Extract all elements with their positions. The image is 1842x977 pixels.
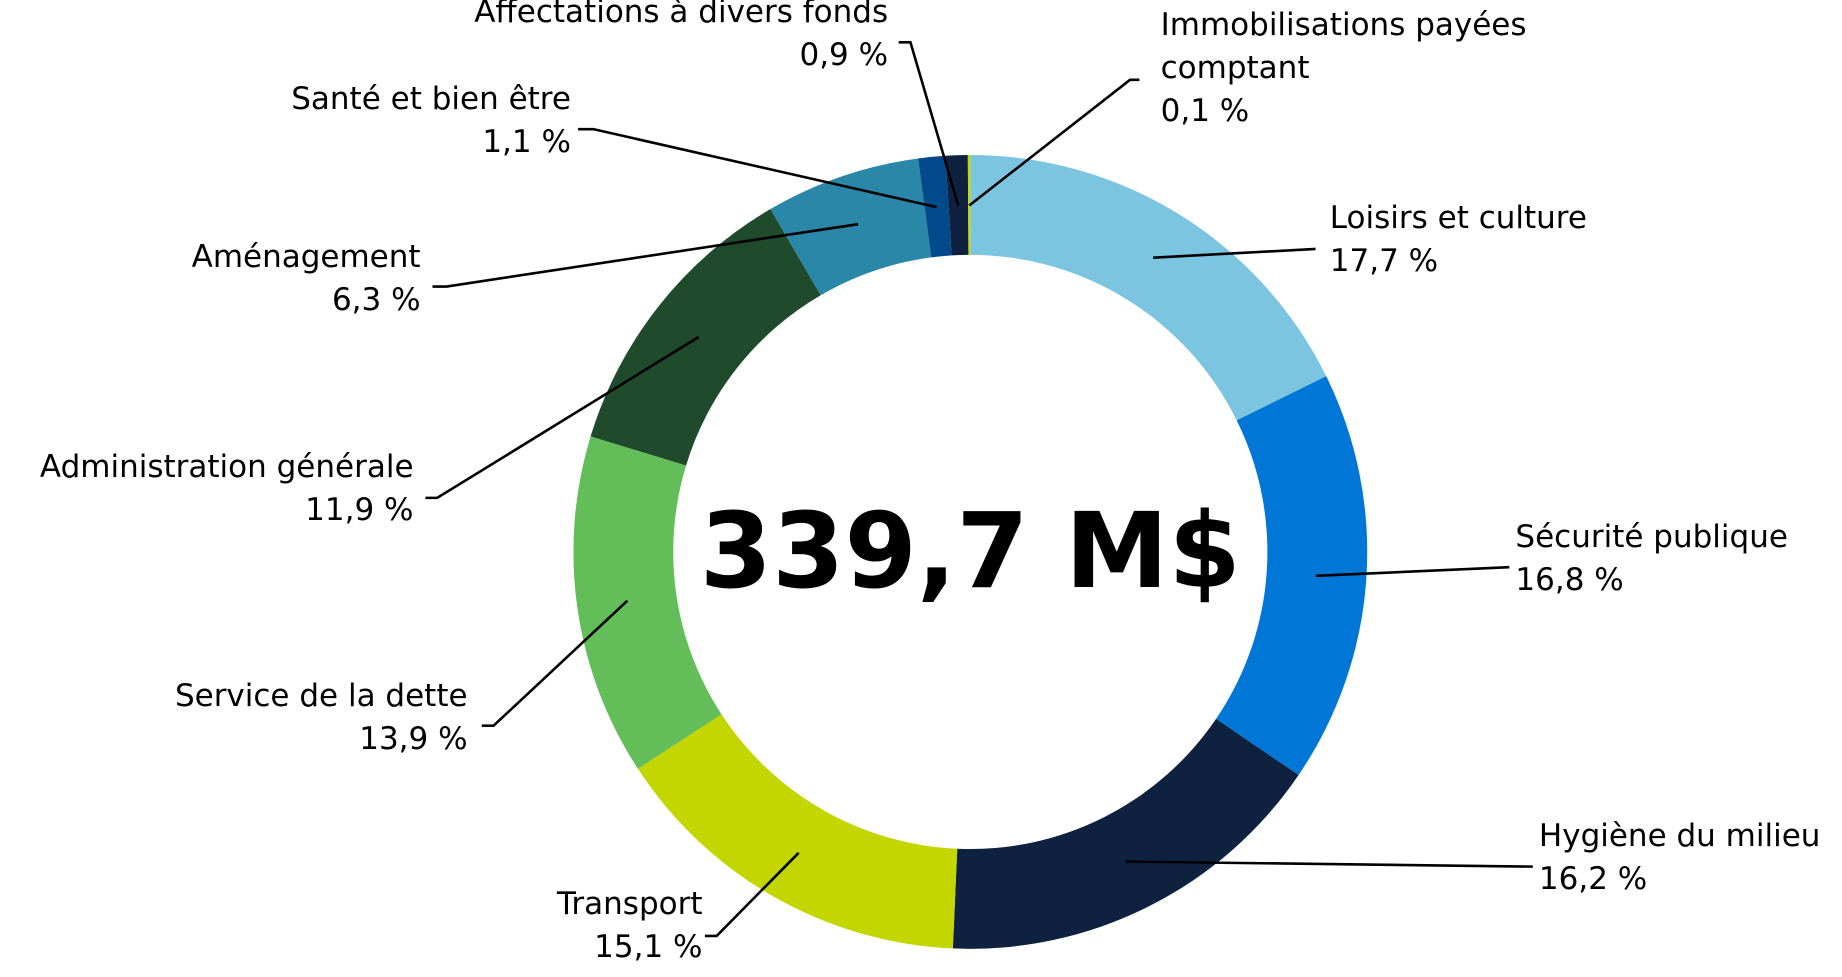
data-label: Loisirs et culture 17,7 % [1330,197,1587,283]
category-label: Aménagement [191,239,421,276]
leader-line [704,851,800,938]
value-label: 0,9 % [799,36,889,73]
leader-line [1315,565,1510,578]
leader-line [578,127,937,209]
data-label: Santé et bien être 1,1 % [291,78,571,164]
data-label: Aménagement 6,3 % [192,236,421,322]
category-label: Administration générale [39,449,414,486]
value-label: 11,9 % [305,492,414,529]
data-label: Hygiène du milieu 16,2 % [1539,815,1821,901]
donut-segment [590,209,821,466]
leader-line [425,335,700,500]
category-label: Santé et bien être [291,80,571,117]
total-label: 339,7 M$ [699,490,1241,613]
data-label: Service de la dette 13,9 % [175,675,468,761]
category-label: Transport [557,886,703,923]
category-label: Affectations à divers fonds [474,0,889,30]
category-label: Immobilisations payées comptant [1160,6,1527,86]
leader-line [481,599,629,727]
donut-segment [770,158,932,296]
leader-line [432,222,859,288]
category-label: Service de la dette [174,678,468,715]
value-label: 16,8 % [1515,561,1624,598]
category-label: Hygiène du milieu [1538,818,1821,855]
category-label: Loisirs et culture [1329,200,1587,237]
value-label: 0,1 % [1160,92,1250,129]
donut-segment [637,714,958,949]
leader-line [968,78,1140,207]
donut-segment [1216,376,1368,776]
value-label: 15,1 % [594,929,703,966]
leader-line [898,40,960,207]
value-label: 17,7 % [1329,243,1439,280]
donut-segment [573,436,722,769]
data-label: Affectations à divers fonds 0,9 % [474,0,888,77]
data-label: Immobilisations payées comptant 0,1 % [1161,4,1560,133]
category-label: Sécurité publique [1515,518,1788,555]
value-label: 13,9 % [359,721,468,758]
data-label: Sécurité publique 16,8 % [1515,516,1788,602]
donut-segment [952,718,1299,949]
value-label: 16,2 % [1538,861,1648,898]
donut-segment [970,155,1327,421]
leader-line [1153,247,1316,259]
value-label: 1,1 % [482,123,571,160]
value-label: 6,3 % [331,282,421,319]
leader-line [1125,860,1533,868]
data-label: Transport 15,1 % [557,883,702,969]
data-label: Administration générale 11,9 % [40,446,414,532]
